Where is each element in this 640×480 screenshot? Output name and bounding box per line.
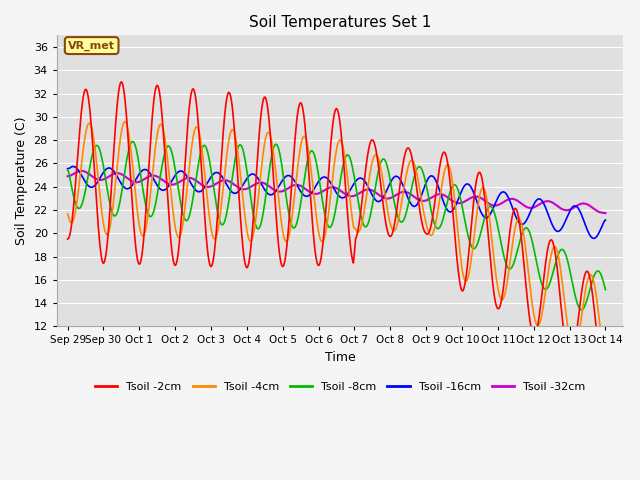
Legend: Tsoil -2cm, Tsoil -4cm, Tsoil -8cm, Tsoil -16cm, Tsoil -32cm: Tsoil -2cm, Tsoil -4cm, Tsoil -8cm, Tsoi…: [91, 378, 589, 396]
X-axis label: Time: Time: [324, 351, 355, 364]
Title: Soil Temperatures Set 1: Soil Temperatures Set 1: [249, 15, 431, 30]
Y-axis label: Soil Temperature (C): Soil Temperature (C): [15, 117, 28, 245]
Text: VR_met: VR_met: [68, 40, 115, 51]
